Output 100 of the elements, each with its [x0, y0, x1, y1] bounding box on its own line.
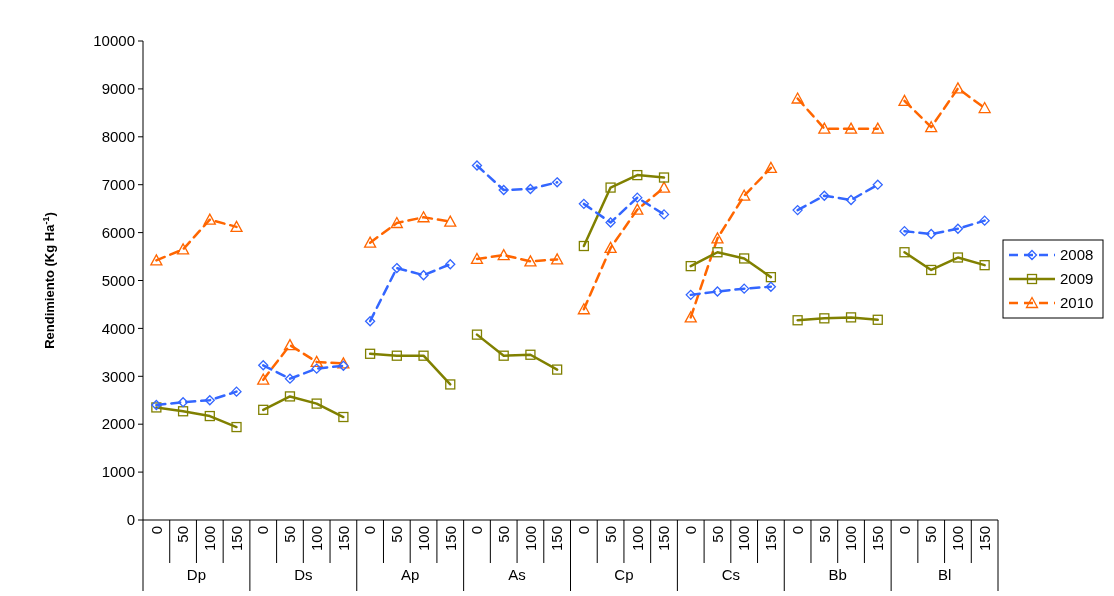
point — [657, 181, 671, 193]
point — [258, 404, 269, 415]
point — [391, 350, 402, 361]
x-tick-label: 0 — [361, 526, 379, 535]
x-tick-label: 0 — [681, 526, 699, 535]
point — [177, 406, 189, 417]
text: Ap — [401, 566, 420, 583]
point — [978, 101, 991, 114]
point — [364, 316, 376, 327]
point — [712, 247, 723, 258]
point — [497, 248, 510, 261]
text: Dp — [186, 566, 207, 583]
point — [739, 283, 750, 294]
x-tick-label: 50 — [494, 526, 512, 543]
point — [632, 192, 643, 203]
point — [871, 122, 884, 134]
point — [310, 355, 323, 368]
x-tick-label: 50 — [388, 526, 406, 543]
y-tick-label: 3000 — [101, 367, 135, 385]
x-tick-label: 100 — [949, 526, 967, 552]
point — [364, 348, 376, 359]
legend-label: 2008 — [1060, 246, 1094, 264]
point — [632, 169, 643, 181]
legend-label: 2009 — [1060, 270, 1094, 288]
text: Bl — [937, 566, 952, 583]
point — [524, 255, 537, 267]
x-tick-label: 100 — [628, 526, 646, 552]
point — [845, 312, 857, 323]
point — [445, 259, 456, 270]
point — [845, 194, 857, 206]
point — [418, 270, 429, 281]
point — [471, 160, 483, 171]
x-tick-label: 0 — [147, 526, 165, 535]
point — [819, 190, 830, 201]
point — [230, 220, 243, 232]
x-tick-label: 0 — [895, 526, 913, 535]
point — [578, 198, 590, 210]
x-tick-label: 150 — [227, 526, 245, 552]
x-tick-label: 50 — [281, 526, 299, 543]
x-tick-label: 150 — [762, 526, 780, 552]
point — [898, 94, 911, 107]
text: Cs — [721, 566, 740, 583]
point — [444, 215, 457, 227]
x-tick-label: 150 — [441, 526, 459, 552]
point — [605, 217, 616, 228]
point — [176, 243, 190, 255]
point — [605, 182, 616, 193]
point — [525, 349, 536, 360]
point — [578, 240, 590, 252]
point — [764, 161, 778, 174]
x-tick-label: 150 — [334, 526, 352, 552]
point — [231, 421, 242, 433]
x-tick-label: 50 — [601, 526, 619, 543]
point — [765, 281, 777, 292]
point — [550, 253, 564, 265]
x-tick-label: 0 — [788, 526, 806, 535]
x-tick-label: 50 — [922, 526, 940, 543]
point — [284, 373, 296, 384]
x-tick-label: 50 — [708, 526, 726, 543]
point — [685, 260, 696, 272]
x-tick-label: 0 — [254, 526, 272, 535]
point — [390, 216, 403, 229]
point — [738, 189, 751, 201]
x-tick-label: 100 — [842, 526, 860, 552]
point — [658, 172, 670, 183]
point — [792, 204, 803, 216]
text: Cp — [614, 566, 634, 583]
point — [792, 315, 803, 326]
y-tick-label: 2000 — [101, 415, 135, 433]
text: Bb — [828, 566, 847, 583]
x-tick-label: 50 — [815, 526, 833, 543]
point — [204, 410, 215, 422]
point — [819, 313, 830, 324]
x-tick-label: 50 — [174, 526, 192, 543]
x-tick-label: 100 — [201, 526, 219, 552]
point — [685, 289, 696, 301]
point — [631, 203, 644, 215]
point — [577, 303, 591, 315]
x-tick-label: 150 — [655, 526, 673, 552]
point — [951, 82, 965, 94]
point — [417, 211, 430, 223]
y-tick-label: 1000 — [101, 463, 135, 481]
point — [739, 253, 750, 264]
y-tick-label: 10000 — [93, 32, 135, 50]
y-tick-label: 5000 — [101, 271, 135, 289]
point — [257, 373, 270, 385]
point — [872, 179, 883, 190]
point — [979, 260, 990, 271]
x-tick-label: 150 — [869, 526, 887, 552]
point — [284, 391, 296, 402]
point — [445, 379, 456, 390]
legend-label: 2010 — [1060, 294, 1094, 312]
point — [899, 226, 910, 237]
point — [418, 350, 429, 361]
point — [471, 329, 483, 340]
point — [979, 215, 990, 226]
point — [338, 411, 349, 423]
x-tick-label: 150 — [548, 526, 566, 552]
point — [551, 364, 563, 375]
x-tick-label: 150 — [975, 526, 993, 552]
